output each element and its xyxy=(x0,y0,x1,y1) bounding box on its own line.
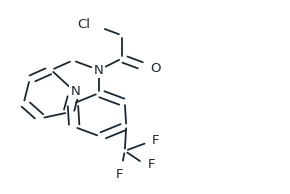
Text: F: F xyxy=(152,134,160,147)
Text: N: N xyxy=(94,63,104,77)
Text: O: O xyxy=(150,62,161,75)
Text: F: F xyxy=(116,168,124,181)
Text: Cl: Cl xyxy=(77,18,90,31)
Text: F: F xyxy=(147,158,155,171)
Text: N: N xyxy=(70,85,80,98)
